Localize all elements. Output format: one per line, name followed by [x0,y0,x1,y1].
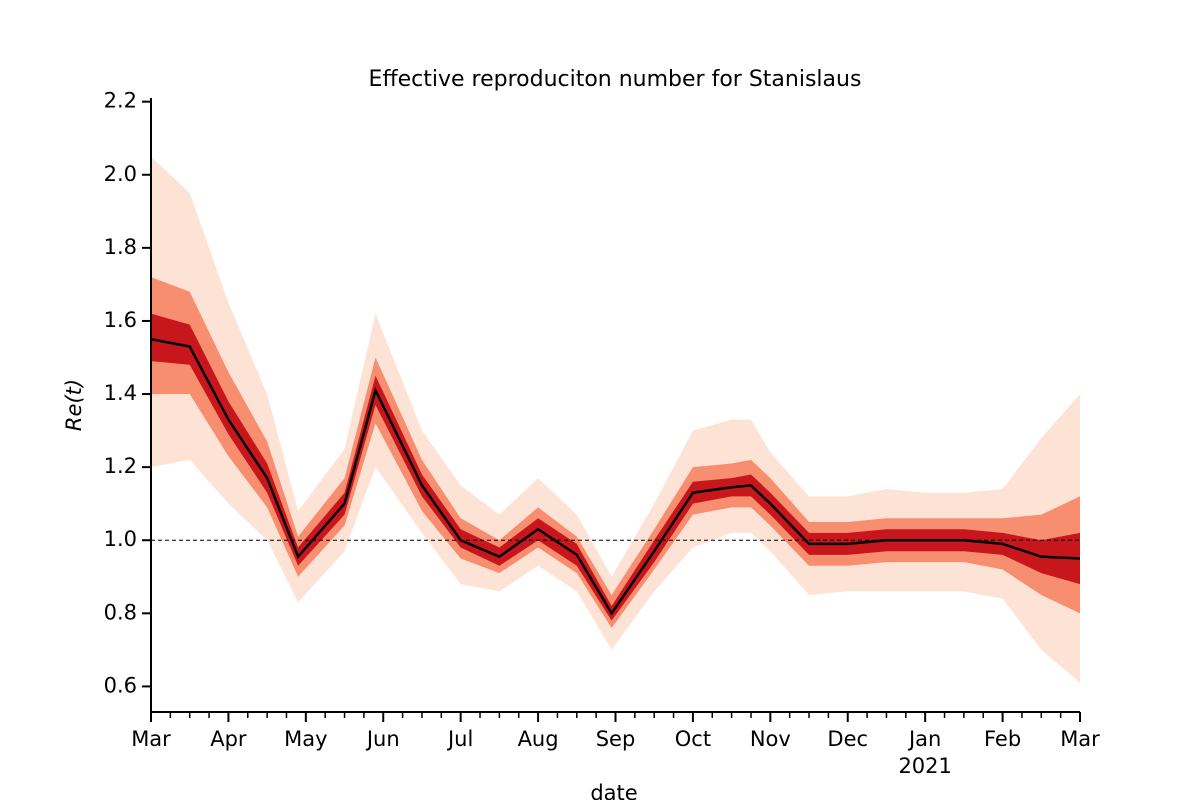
x-tick-label: Nov [750,727,791,751]
x-tick-label: Jul [446,727,473,751]
x-tick-label: Jun [365,727,400,751]
y-tick-label: 2.0 [104,162,137,186]
y-tick-label: 1.8 [104,235,137,259]
y-tick-label: 1.4 [104,381,137,405]
y-tick-label: 1.6 [104,308,137,332]
x-tick-label: Apr [210,727,247,751]
y-tick-label: 2.2 [104,89,137,113]
y-tick-label: 1.2 [104,454,137,478]
median-line [150,337,1081,616]
x-tick-label: May [284,727,327,751]
x-tick-label: Aug [518,727,559,751]
x-tick-label: Oct [675,727,711,751]
x-tick-label: Sep [596,727,636,751]
x-tick-label: Dec [827,727,868,751]
x-year-label: 2021 [898,754,951,778]
y-tick-label: 0.8 [104,600,137,624]
x-axis-label: date [590,781,637,800]
x-tick-label: Feb [984,727,1021,751]
chart-title: Effective reproduciton number for Stanis… [369,67,862,92]
y-axis-label: Re(t) [62,379,86,431]
x-tick-label: Mar [1060,727,1100,751]
x-tick-label: Mar [131,727,171,751]
x-tick-label: Jan [907,727,941,751]
y-tick-label: 1.0 [104,527,137,551]
y-tick-label: 0.6 [104,673,137,697]
